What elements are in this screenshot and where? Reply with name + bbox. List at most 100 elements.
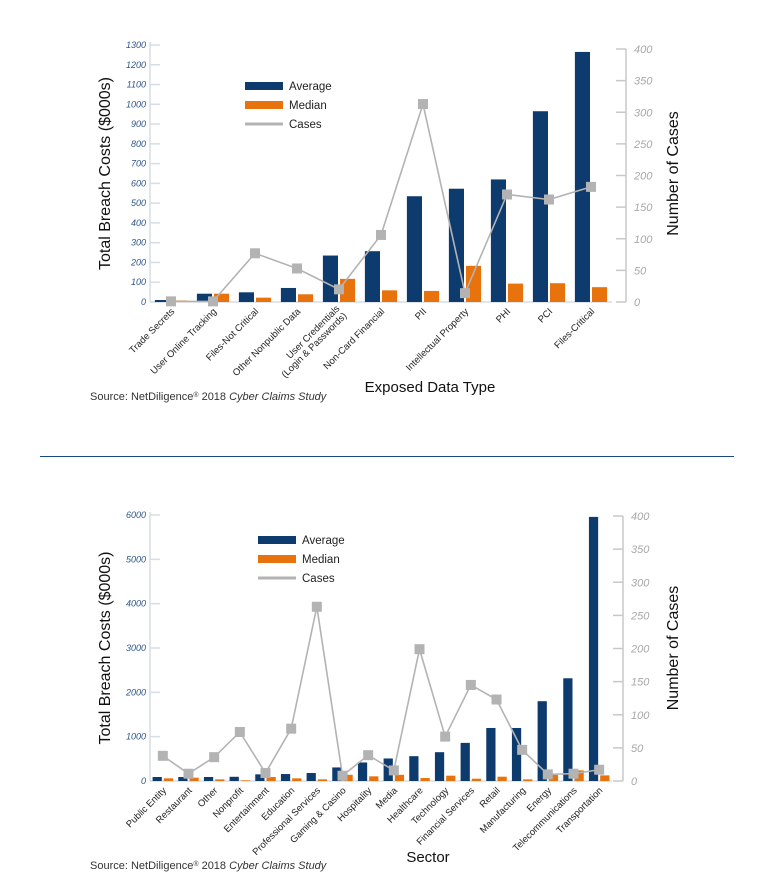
bar-median-4 [266,777,276,781]
cases-marker-5 [376,229,386,240]
x-axis-title: Exposed Data Type [365,379,496,396]
bar-average-0 [154,300,170,302]
source-reg: ® [193,860,199,868]
left-tick-label: 300 [131,238,146,248]
bar-average-3 [280,287,296,302]
bar-average-2 [238,292,254,302]
bar-median-14 [523,779,533,781]
cases-marker-6 [311,601,322,612]
bar-average-7 [332,767,342,781]
bar-median-7 [343,774,353,781]
y-axis-title: Total Breach Costs ($000s) [97,77,114,270]
right-tick-label: 200 [630,644,650,656]
bar-average-1 [196,293,212,302]
bar-median-1 [214,293,230,302]
bar-median-11 [446,775,456,781]
bar-median-8 [369,776,379,781]
legend-swatch-median [245,101,283,109]
cases-marker-7 [337,770,348,781]
legend-label-cases: Cases [302,573,335,585]
cases-marker-12 [465,679,476,690]
bar-average-10 [574,51,590,302]
bar-average-14 [511,727,522,781]
legend-label-cases: Cases [289,119,322,131]
left-tick-label: 400 [131,218,146,228]
right-tick-label: 100 [631,710,650,722]
right-tick-label: 250 [633,139,653,151]
cases-marker-6 [418,99,428,110]
source-note: Source: NetDiligence® 2018 Cyber Claims … [90,860,328,873]
cases-marker-10 [414,644,425,655]
cases-marker-9 [544,194,554,205]
legend-label-median: Median [302,554,340,566]
y2-axis-title: Number of Cases [665,586,682,711]
bar-median-9 [394,774,405,781]
bar-average-9 [532,111,548,302]
cases-marker-2 [250,248,260,259]
source-prefix: Source: NetDiligence [90,860,193,872]
left-tick-label: 2000 [125,687,146,697]
bar-median-0 [163,778,174,781]
left-tick-label: 1100 [127,80,146,90]
left-tick-label: 5000 [126,554,146,564]
left-tick-label: 1300 [126,40,146,50]
bar-average-6 [306,773,316,781]
bar-average-13 [486,727,496,781]
bar-average-1 [178,777,188,781]
bar-average-8 [490,179,506,302]
section-divider [40,456,734,457]
cases-marker-4 [334,284,344,295]
source-italic: Cyber Claims Study [229,391,328,403]
legend-swatch-median [258,555,296,563]
left-tick-label: 900 [131,119,146,129]
left-tick-label: 3000 [126,643,146,653]
right-tick-label: 200 [633,171,653,183]
right-tick-label: 300 [634,107,653,119]
bar-average-9 [383,758,393,781]
cases-marker-3 [234,726,245,737]
left-tick-label: 600 [131,178,146,188]
bar-average-5 [280,774,291,781]
left-tick-label: 700 [131,159,146,169]
bar-median-2 [215,779,225,781]
cases-marker-15 [542,769,553,780]
right-tick-label: 100 [634,234,653,246]
bar-median-10 [592,287,608,302]
bar-average-4 [255,774,265,781]
bar-median-3 [240,780,251,781]
left-tick-label: 4000 [126,599,146,609]
left-tick-label: 1000 [126,732,146,742]
bar-average-0 [152,777,162,781]
y2-axis-title: Number of Cases [665,111,682,236]
bar-median-10 [420,778,430,781]
right-tick-label: 350 [634,76,653,88]
bar-average-5 [364,251,380,302]
bar-average-10 [409,756,419,781]
bar-median-2 [256,297,272,302]
cases-marker-17 [594,764,605,775]
bar-median-6 [317,779,328,781]
legend-swatch-average [245,82,283,90]
legend-swatch-average [258,536,296,544]
source-mid: 2018 [199,860,230,872]
cases-marker-5 [286,723,297,734]
cases-marker-7 [460,288,470,299]
category-label: Transportation [554,785,605,836]
bar-average-8 [357,762,368,781]
bar-average-17 [588,516,599,781]
cases-marker-14 [517,744,528,755]
right-tick-label: 0 [634,297,641,309]
left-tick-label: 100 [131,277,146,287]
bar-median-15 [548,774,559,781]
bar-median-3 [298,294,314,302]
cases-marker-0 [157,750,168,761]
bar-average-12 [460,742,470,781]
left-tick-label: 0 [141,297,146,307]
bar-average-15 [537,701,547,781]
cases-marker-8 [363,750,374,761]
right-tick-label: 350 [631,544,650,556]
right-tick-label: 400 [634,44,653,56]
right-tick-label: 0 [631,776,638,788]
cases-marker-4 [260,768,271,779]
